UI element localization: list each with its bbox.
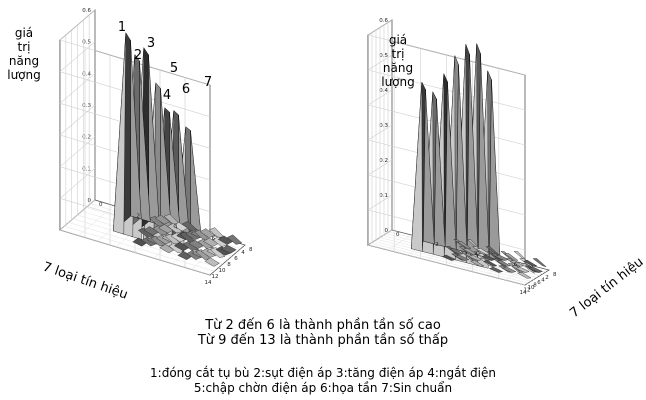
x-tick-label: 0 (99, 202, 103, 208)
peak-label-6: 6 (182, 82, 190, 97)
surface-patch (226, 234, 243, 245)
surface-patch (509, 259, 525, 267)
z-tick-label: 0.2 (82, 135, 91, 141)
peak-label-5: 5 (170, 61, 178, 76)
surface-ridge-face (178, 114, 190, 234)
y-tick-label: 10 (528, 285, 535, 291)
surface-patch (462, 247, 478, 255)
left-surface-plot: 00.10.20.30.40.50.602468468101214giátrịn… (7, 8, 253, 303)
y-tick-label: 14 (205, 280, 212, 286)
z-tick-label: 0.4 (82, 71, 91, 77)
surface-patch (457, 241, 472, 249)
peak-label-1: 1 (118, 20, 126, 35)
surface-patch (528, 266, 543, 273)
x-tick-label: 8 (553, 272, 557, 278)
surface-patch (502, 266, 517, 273)
surface-ridge-face (423, 89, 435, 245)
y-tick-label: 4 (241, 250, 245, 256)
surface-patch (517, 271, 532, 279)
z-axis-label: giá (389, 33, 407, 47)
surface-patch (469, 259, 485, 267)
surface-ridge-face (130, 40, 142, 220)
x-tick-label: 6 (514, 262, 518, 268)
surface-patch (475, 247, 491, 255)
x-tick-label: 2 (137, 213, 141, 219)
surface-ridge-face (434, 98, 446, 248)
z-axis-label: lượng (381, 75, 415, 89)
z-axis-label: trị (18, 40, 31, 54)
x-tick-label: 4 (475, 252, 479, 258)
surface-ridge-face (455, 64, 468, 253)
z-tick-label: 0 (385, 228, 389, 234)
surface-patch (199, 228, 216, 238)
y-tick-label: 12 (212, 274, 219, 280)
x-tick-label: 6 (212, 236, 216, 242)
peak-label-3: 3 (147, 36, 155, 51)
z-axis-label: trị (392, 47, 405, 61)
z-axis-label: giá (15, 26, 33, 40)
surface-ridge-face (139, 61, 151, 223)
surface-patch (515, 266, 530, 273)
y-tick-label: 12 (524, 288, 531, 294)
right-surface-plot: 00.10.20.30.40.50.6024682468101214giátrị… (366, 18, 646, 322)
peak-label-7: 7 (204, 75, 212, 90)
y-tick-label: 8 (533, 283, 537, 289)
peak-label-2: 2 (134, 48, 142, 63)
surface-patch (154, 214, 171, 225)
y-tick-label: 10 (219, 268, 226, 274)
surface-patch (483, 259, 498, 267)
surface-patch (504, 253, 519, 261)
caption-low-frequency: Từ 9 đến 13 là thành phần tần số thấp (197, 333, 449, 348)
surface-patch (449, 247, 464, 255)
y-tick-label: 4 (541, 278, 545, 284)
surface-patch (441, 254, 457, 261)
z-tick-label: 0.5 (82, 40, 91, 46)
x-tick-label: 0 (396, 232, 400, 238)
surface-ridge-face (411, 81, 423, 252)
x-axis-label: 7 loại tín hiệu (567, 255, 646, 322)
z-tick-label: 0.2 (379, 158, 388, 164)
surface-patch (523, 259, 538, 267)
y-tick-label: 2 (545, 275, 549, 281)
surface-patch (204, 257, 220, 267)
x-axis-label: 7 loại tín hiệu (41, 260, 130, 303)
y-tick-label: 6 (537, 280, 541, 286)
y-tick-label: 6 (234, 256, 238, 262)
x-tick-label: 4 (174, 225, 178, 231)
surface-patch (221, 244, 237, 254)
z-tick-label: 0.6 (379, 18, 388, 24)
z-axis-label: lượng (7, 68, 41, 82)
z-tick-label: 0.3 (82, 103, 91, 109)
z-axis-label: năng (383, 61, 413, 75)
z-tick-label: 0.6 (82, 8, 91, 14)
z-axis-label: năng (9, 54, 39, 68)
caption-high-frequency: Từ 2 đến 6 là thành phần tần số cao (205, 318, 441, 333)
y-tick-label: 14 (520, 290, 527, 296)
floor-grid-line (485, 259, 510, 276)
surface-ridge-face (113, 32, 126, 235)
surface-patch (209, 247, 226, 258)
surface-patch (496, 259, 511, 267)
peak-label-4: 4 (163, 88, 171, 103)
z-tick-label: 0 (88, 198, 92, 204)
z-tick-label: 0.1 (379, 193, 388, 199)
surface-patch (532, 258, 547, 267)
surface-ridge-face (148, 54, 160, 225)
x-tick-label: 2 (435, 242, 439, 248)
y-tick-label: 8 (227, 262, 231, 268)
surface-patch (488, 266, 504, 273)
z-tick-label: 0.1 (82, 166, 91, 172)
legend-line-1: 1:đóng cắt tụ bù 2:sụt điện áp 3:tăng đi… (150, 366, 496, 380)
floor-grid-line (505, 264, 530, 281)
x-tick-label: 8 (249, 247, 253, 253)
surface-patch (454, 254, 470, 261)
legend-line-2: 5:chập chờn điện áp 6:họa tần 7:Sin chuẩ… (193, 381, 453, 395)
